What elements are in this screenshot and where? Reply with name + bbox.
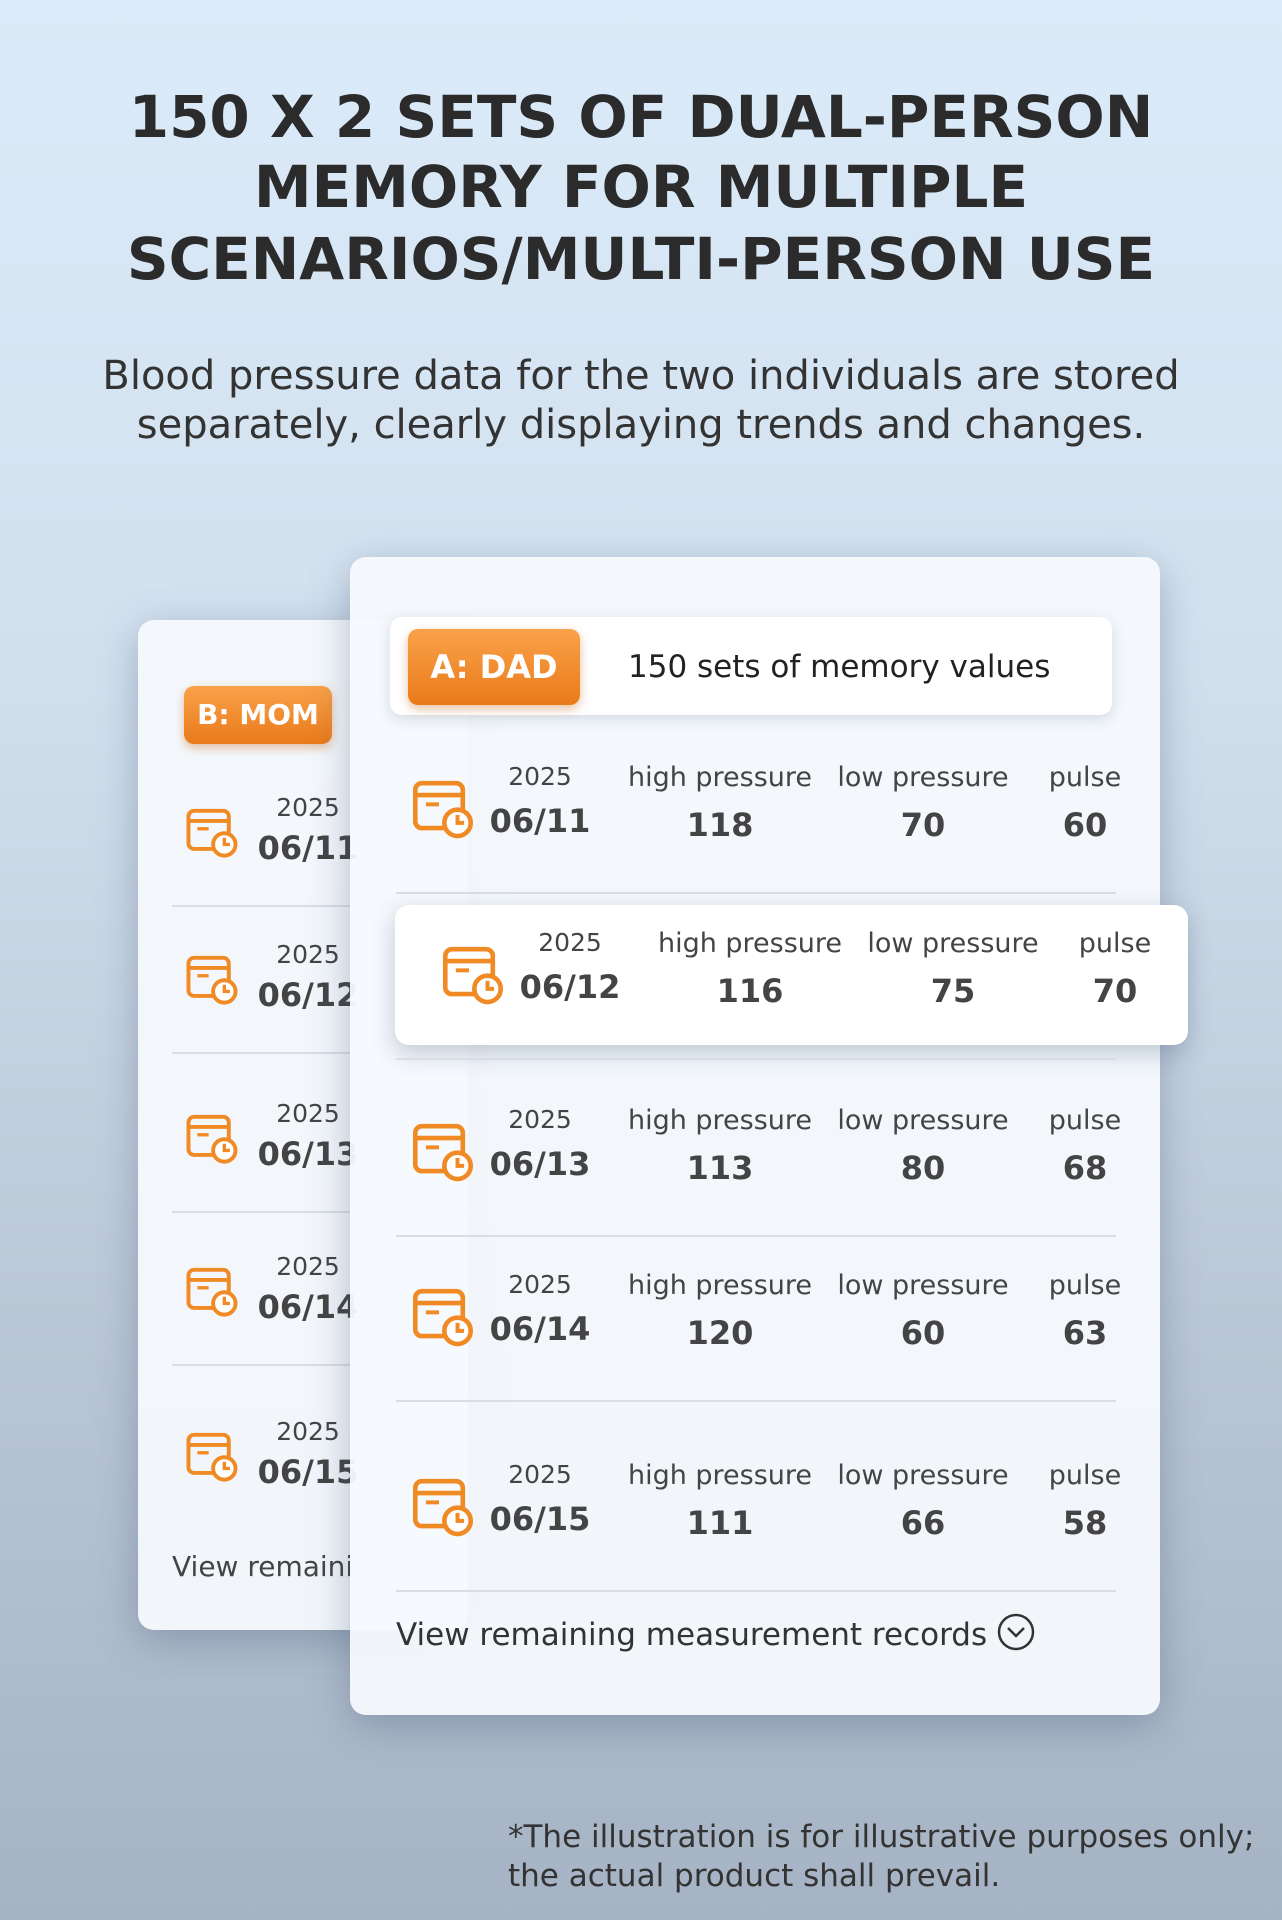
mom-label: B: MOM bbox=[184, 686, 332, 744]
chevron-icon[interactable] bbox=[996, 1612, 1036, 1652]
date: 06/15 bbox=[489, 1500, 591, 1538]
pulse-value: 63 bbox=[1062, 1314, 1108, 1352]
year: 2025 bbox=[508, 1270, 572, 1299]
record-icon bbox=[442, 946, 504, 1005]
date: 06/14 bbox=[257, 1288, 359, 1326]
year: 2025 bbox=[508, 1460, 572, 1489]
record-icon bbox=[186, 955, 238, 1005]
pulse-label: pulse bbox=[1048, 1270, 1122, 1301]
pulse-value: 70 bbox=[1092, 972, 1138, 1010]
subtitle: separately, clearly displaying trends an… bbox=[136, 402, 1146, 448]
high-value: 118 bbox=[686, 806, 754, 844]
date: 06/14 bbox=[489, 1310, 591, 1348]
title: MEMORY FOR MULTIPLE bbox=[253, 153, 1029, 221]
separator bbox=[396, 1058, 1116, 1060]
low-value: 60 bbox=[900, 1314, 946, 1352]
separator bbox=[396, 1400, 1116, 1402]
separator bbox=[396, 892, 1116, 894]
highlight-row bbox=[395, 905, 1188, 1045]
low-label: low pressure bbox=[837, 1460, 1009, 1491]
pulse-value: 58 bbox=[1062, 1504, 1108, 1542]
year: 2025 bbox=[276, 940, 340, 969]
footnote: the actual product shall prevail. bbox=[508, 1858, 1001, 1894]
low-value: 75 bbox=[930, 972, 976, 1010]
year: 2025 bbox=[538, 928, 602, 957]
record-icon bbox=[186, 1267, 238, 1317]
record-icon bbox=[412, 1288, 474, 1347]
pulse-label: pulse bbox=[1078, 928, 1152, 959]
low-label: low pressure bbox=[837, 1105, 1009, 1136]
footnote: *The illustration is for illustrative pu… bbox=[508, 1819, 1255, 1855]
high-value: 113 bbox=[686, 1149, 754, 1187]
date: 06/11 bbox=[489, 802, 591, 840]
high-value: 111 bbox=[686, 1504, 754, 1542]
separator bbox=[172, 1211, 468, 1213]
pulse-label: pulse bbox=[1048, 1105, 1122, 1136]
year: 2025 bbox=[276, 1417, 340, 1446]
high-label: high pressure bbox=[627, 762, 813, 793]
record-icon bbox=[412, 1478, 474, 1537]
high-label: high pressure bbox=[627, 1460, 813, 1491]
pulse-label: pulse bbox=[1048, 762, 1122, 793]
separator bbox=[172, 1052, 468, 1054]
year: 2025 bbox=[276, 793, 340, 822]
dad-card: A: DAD 150 sets of memory values View re… bbox=[350, 557, 1188, 1715]
year: 2025 bbox=[508, 1105, 572, 1134]
title: 150 X 2 SETS OF DUAL-PERSON bbox=[128, 83, 1154, 151]
separator bbox=[396, 1235, 1116, 1237]
low-label: low pressure bbox=[867, 928, 1039, 959]
date: 06/12 bbox=[519, 968, 621, 1006]
high-label: high pressure bbox=[627, 1270, 813, 1301]
separator bbox=[396, 1590, 1116, 1592]
pulse-label: pulse bbox=[1048, 1460, 1122, 1491]
title: SCENARIOS/MULTI-PERSON USE bbox=[126, 225, 1156, 293]
low-label: low pressure bbox=[837, 762, 1009, 793]
mom-more[interactable]: View remaini bbox=[172, 1550, 354, 1583]
low-value: 66 bbox=[900, 1504, 946, 1542]
record-icon bbox=[186, 1432, 238, 1482]
date: 06/13 bbox=[489, 1145, 591, 1183]
record-icon bbox=[412, 780, 474, 839]
year: 2025 bbox=[276, 1252, 340, 1281]
dad-label: A: DAD bbox=[408, 629, 580, 705]
pulse-value: 60 bbox=[1062, 806, 1108, 844]
separator bbox=[172, 1364, 468, 1366]
low-value: 70 bbox=[900, 806, 946, 844]
date: 06/12 bbox=[257, 976, 359, 1014]
date: 06/13 bbox=[257, 1135, 359, 1173]
date: 06/11 bbox=[257, 829, 359, 867]
year: 2025 bbox=[508, 762, 572, 791]
record-icon bbox=[412, 1123, 474, 1182]
low-value: 80 bbox=[900, 1149, 946, 1187]
year: 2025 bbox=[276, 1099, 340, 1128]
high-label: high pressure bbox=[627, 1105, 813, 1136]
record-icon bbox=[186, 808, 238, 858]
subtitle: Blood pressure data for the two individu… bbox=[102, 353, 1180, 399]
high-value: 120 bbox=[686, 1314, 754, 1352]
dad-more[interactable]: View remaining measurement records bbox=[396, 1617, 988, 1653]
pulse-value: 68 bbox=[1062, 1149, 1108, 1187]
high-label: high pressure bbox=[657, 928, 843, 959]
memory-text: 150 sets of memory values bbox=[628, 649, 1051, 685]
low-label: low pressure bbox=[837, 1270, 1009, 1301]
separator bbox=[172, 905, 468, 907]
record-icon bbox=[186, 1114, 238, 1164]
high-value: 116 bbox=[716, 972, 784, 1010]
date: 06/15 bbox=[257, 1453, 359, 1491]
